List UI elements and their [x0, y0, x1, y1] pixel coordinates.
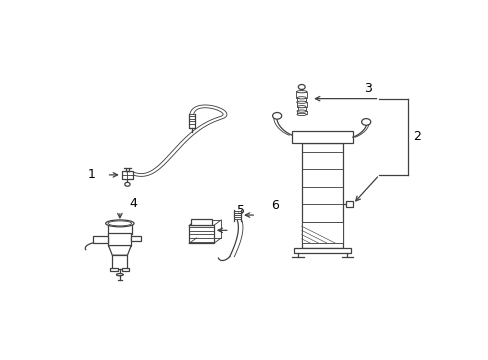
Circle shape [272, 112, 281, 119]
Bar [294, 248, 350, 253]
Bar [292, 131, 352, 143]
Text: 6: 6 [271, 199, 279, 212]
Ellipse shape [296, 91, 306, 93]
Bar [301, 143, 343, 248]
Circle shape [124, 183, 130, 186]
Bar [296, 92, 306, 98]
Bar [110, 268, 118, 271]
Bar [190, 219, 211, 225]
Circle shape [361, 118, 370, 125]
Bar [112, 255, 127, 269]
Bar [297, 107, 305, 111]
Ellipse shape [297, 97, 305, 99]
Bar [131, 236, 141, 242]
Text: 3: 3 [364, 82, 371, 95]
Text: 4: 4 [129, 197, 137, 210]
Ellipse shape [105, 220, 134, 227]
Text: 1: 1 [87, 168, 95, 181]
Bar [108, 233, 131, 246]
Bar [296, 102, 306, 107]
Bar [297, 98, 305, 103]
Ellipse shape [296, 101, 306, 103]
Bar [189, 225, 213, 243]
Ellipse shape [296, 110, 306, 112]
Bar [122, 268, 129, 271]
Ellipse shape [297, 105, 305, 108]
Bar [122, 171, 133, 179]
Bar [301, 222, 343, 243]
Bar [346, 201, 352, 207]
Bar [107, 223, 132, 234]
Circle shape [298, 85, 305, 90]
Ellipse shape [108, 221, 131, 226]
Bar [196, 220, 221, 238]
Ellipse shape [296, 113, 306, 116]
Bar [296, 111, 306, 114]
Text: 2: 2 [413, 130, 421, 143]
Bar [93, 236, 108, 243]
Ellipse shape [116, 274, 123, 276]
Text: 5: 5 [237, 204, 245, 217]
Polygon shape [108, 246, 131, 255]
